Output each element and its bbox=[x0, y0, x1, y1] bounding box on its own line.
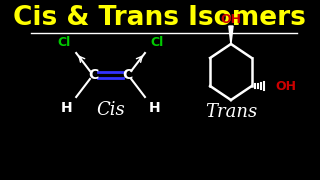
Text: Cis: Cis bbox=[96, 101, 125, 119]
Text: OH: OH bbox=[275, 80, 296, 93]
Text: H: H bbox=[148, 101, 160, 115]
Text: Cl: Cl bbox=[58, 36, 71, 49]
Text: C: C bbox=[88, 68, 99, 82]
Text: C: C bbox=[123, 68, 133, 82]
Text: OH: OH bbox=[220, 12, 241, 26]
Text: H: H bbox=[61, 101, 73, 115]
Text: Trans: Trans bbox=[205, 103, 257, 121]
Text: Cl: Cl bbox=[150, 36, 164, 49]
Polygon shape bbox=[229, 26, 233, 44]
Text: Cis & Trans Isomers: Cis & Trans Isomers bbox=[13, 5, 306, 31]
